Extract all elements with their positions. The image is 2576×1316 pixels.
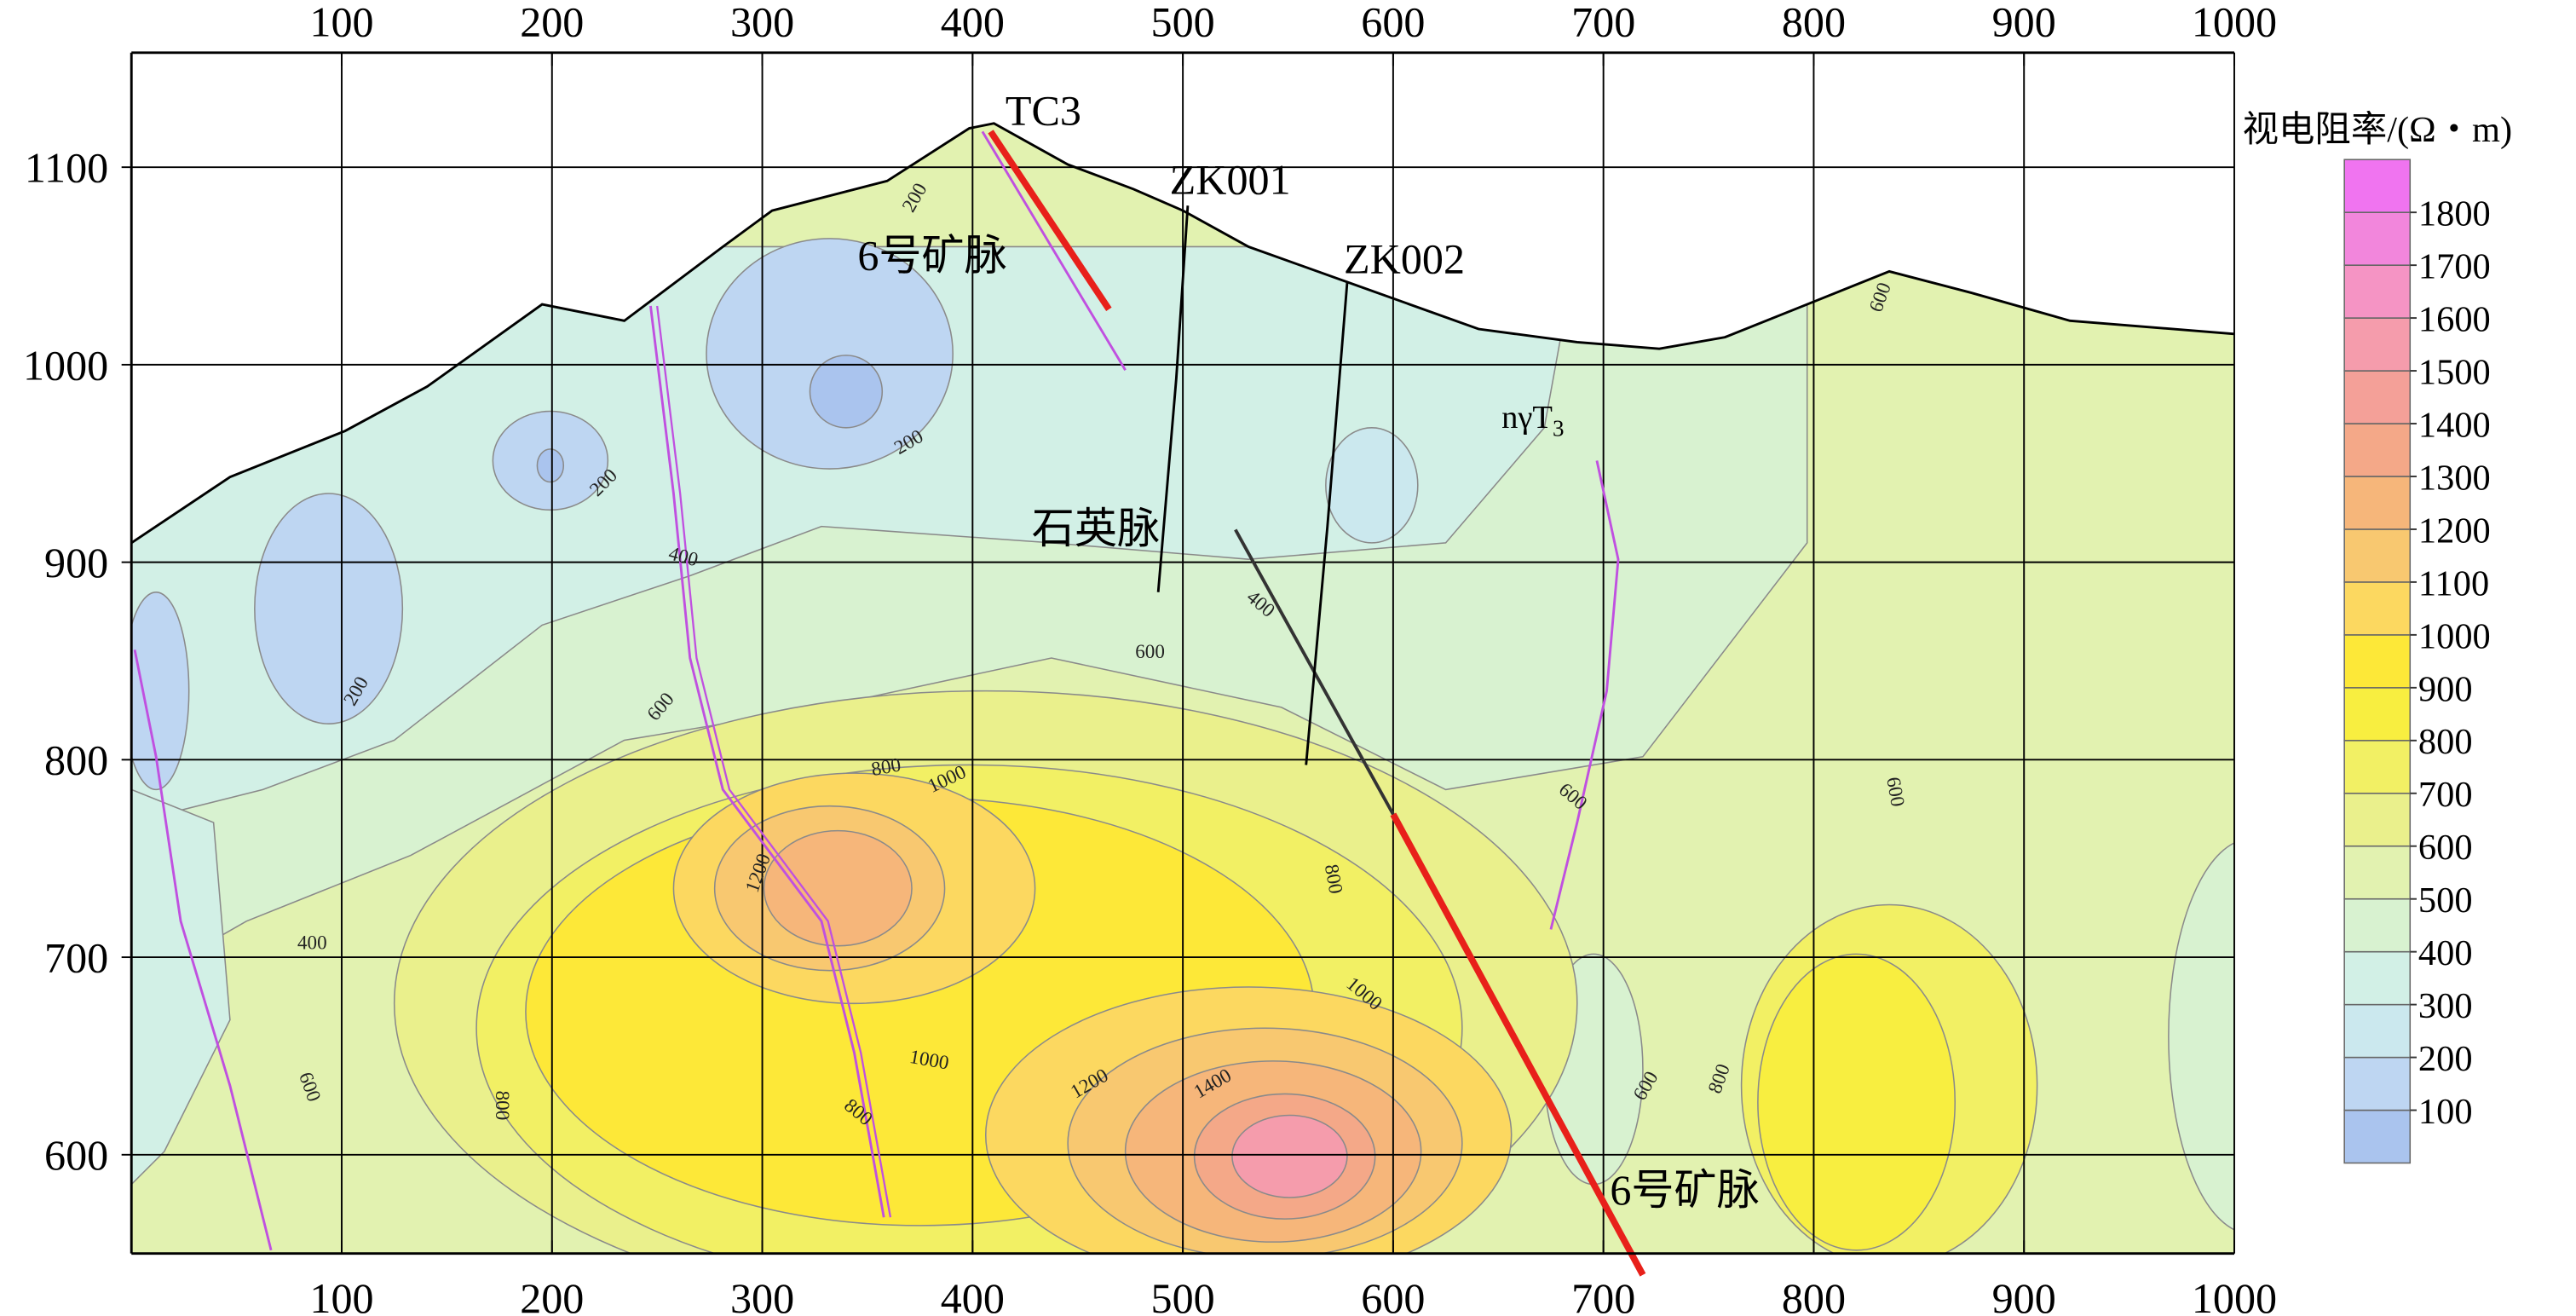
colorbar-label: 400 — [2418, 933, 2473, 973]
y-tick-label: 700 — [44, 933, 108, 981]
colorbar-label: 1000 — [2418, 616, 2491, 656]
y-tick-label: 1100 — [25, 144, 108, 192]
colorbar-box — [2343, 1003, 2412, 1059]
y-tick-label: 600 — [44, 1131, 108, 1179]
x-tick-label: 800 — [1782, 0, 1846, 45]
colorbar-box — [2343, 317, 2412, 372]
colorbar-box — [2343, 264, 2412, 319]
colorbar-label: 500 — [2418, 880, 2473, 921]
axes: 100 100 200 200 300 300 400 400 500 500 600 600 700 7… — [23, 0, 2277, 1316]
annotation: TC3 — [1006, 87, 1081, 135]
colorbar-label: 1800 — [2418, 194, 2491, 234]
x-tick-label: 900 — [1992, 1274, 2056, 1316]
colorbar-box — [2343, 1109, 2412, 1164]
contour-label: 600 — [1882, 776, 1909, 809]
x-tick-label: 600 — [1361, 1274, 1425, 1316]
colorbar-box — [2343, 1056, 2412, 1111]
contour-label: 400 — [297, 932, 327, 955]
colorbar-label: 100 — [2418, 1092, 2473, 1132]
colorbar-box — [2343, 211, 2412, 266]
colorbar-label: 1700 — [2418, 247, 2491, 287]
colorbar-box — [2343, 159, 2412, 213]
colorbar-box — [2343, 898, 2412, 953]
annotation: ZK002 — [1344, 234, 1465, 282]
grid — [131, 52, 2235, 1254]
colorbar-box — [2343, 950, 2412, 1006]
colorbar-box — [2343, 581, 2412, 636]
resistivity-field — [131, 123, 2234, 1254]
colorbar-box — [2343, 792, 2412, 847]
x-tick-label: 300 — [730, 1274, 794, 1316]
colorbar-label: 300 — [2418, 986, 2473, 1026]
y-tick-label: 1000 — [23, 341, 108, 389]
x-tick-label: 100 — [309, 1274, 373, 1316]
x-tick-label: 200 — [520, 0, 584, 45]
colorbar-label: 900 — [2418, 669, 2473, 709]
veins — [133, 130, 1646, 1277]
colorbar-label: 200 — [2418, 1039, 2473, 1079]
annotation: 石英脉 — [1032, 505, 1160, 552]
annotation: 6号矿脉 — [857, 231, 1006, 279]
colorbar-label: 1500 — [2418, 352, 2491, 392]
x-tick-label: 100 — [309, 0, 373, 45]
rock-label: nγT3 — [1501, 400, 1564, 442]
colorbar: 视电阻率/(Ω・m) 100 200 300 400 500 600 700 800 900 10… — [2243, 110, 2513, 1164]
x-tick-label: 400 — [941, 1274, 1005, 1316]
colorbar-label: 1200 — [2418, 511, 2491, 551]
x-tick-label: 500 — [1151, 0, 1215, 45]
colorbar-box — [2343, 845, 2412, 900]
colorbar-label: 600 — [2418, 828, 2473, 868]
x-tick-label: 800 — [1782, 1274, 1846, 1316]
colorbar-box — [2343, 370, 2412, 424]
x-tick-label: 200 — [520, 1274, 584, 1316]
x-tick-label: 400 — [941, 0, 1005, 45]
annotation: ZK001 — [1170, 156, 1291, 204]
x-tick-label: 1000 — [2192, 1274, 2277, 1316]
colorbar-box — [2343, 476, 2412, 530]
x-tick-label: 300 — [730, 0, 794, 45]
contour-label: 800 — [870, 753, 903, 781]
rock-label-text: nγT — [1501, 400, 1553, 436]
colorbar-label: 1300 — [2418, 458, 2491, 498]
x-tick-label: 1000 — [2192, 0, 2277, 45]
rock-label-subscript: 3 — [1553, 415, 1564, 441]
y-tick-label: 800 — [44, 736, 108, 784]
annotation: 6号矿脉 — [1610, 1166, 1759, 1214]
colorbar-box — [2343, 634, 2412, 689]
colorbar-box — [2343, 687, 2412, 742]
colorbar-box — [2343, 740, 2412, 794]
contour-label: 800 — [1320, 863, 1347, 896]
contour-label: 800 — [491, 1091, 513, 1121]
x-tick-label: 900 — [1992, 0, 2056, 45]
colorbar-title: 视电阻率/(Ω・m) — [2243, 110, 2513, 150]
colorbar-box — [2343, 423, 2412, 477]
x-tick-label: 700 — [1571, 0, 1635, 45]
x-tick-label: 700 — [1571, 1274, 1635, 1316]
x-tick-label: 500 — [1151, 1274, 1215, 1316]
contour-label: 600 — [1135, 641, 1165, 663]
colorbar-label: 1400 — [2418, 405, 2491, 445]
x-tick-label: 600 — [1361, 0, 1425, 45]
y-tick-label: 900 — [44, 539, 108, 586]
colorbar-box — [2343, 528, 2412, 583]
colorbar-label: 1600 — [2418, 300, 2491, 340]
terrain-line — [130, 122, 2235, 545]
colorbar-label: 700 — [2418, 775, 2473, 815]
colorbar-label: 1100 — [2418, 563, 2489, 603]
colorbar-label: 800 — [2418, 722, 2473, 762]
